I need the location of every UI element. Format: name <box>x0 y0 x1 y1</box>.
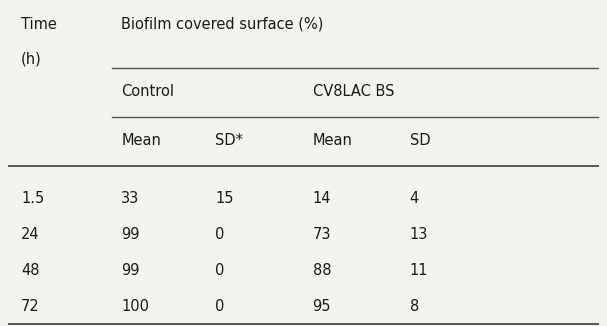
Text: 4: 4 <box>410 191 419 206</box>
Text: 99: 99 <box>121 263 140 278</box>
Text: Mean: Mean <box>121 133 161 148</box>
Text: Mean: Mean <box>313 133 353 148</box>
Text: 13: 13 <box>410 227 428 242</box>
Text: CV8LAC BS: CV8LAC BS <box>313 84 394 99</box>
Text: 24: 24 <box>21 227 40 242</box>
Text: 88: 88 <box>313 263 331 278</box>
Text: Time: Time <box>21 17 57 32</box>
Text: 48: 48 <box>21 263 39 278</box>
Text: 33: 33 <box>121 191 140 206</box>
Text: Control: Control <box>121 84 174 99</box>
Text: 95: 95 <box>313 299 331 314</box>
Text: SD*: SD* <box>215 133 243 148</box>
Text: 0: 0 <box>215 227 225 242</box>
Text: 100: 100 <box>121 299 149 314</box>
Text: (h): (h) <box>21 51 42 66</box>
Text: 8: 8 <box>410 299 419 314</box>
Text: 14: 14 <box>313 191 331 206</box>
Text: 1.5: 1.5 <box>21 191 44 206</box>
Text: 15: 15 <box>215 191 234 206</box>
Text: 0: 0 <box>215 299 225 314</box>
Text: SD: SD <box>410 133 430 148</box>
Text: 99: 99 <box>121 227 140 242</box>
Text: 11: 11 <box>410 263 428 278</box>
Text: 72: 72 <box>21 299 40 314</box>
Text: 0: 0 <box>215 263 225 278</box>
Text: 73: 73 <box>313 227 331 242</box>
Text: Biofilm covered surface (%): Biofilm covered surface (%) <box>121 17 324 32</box>
